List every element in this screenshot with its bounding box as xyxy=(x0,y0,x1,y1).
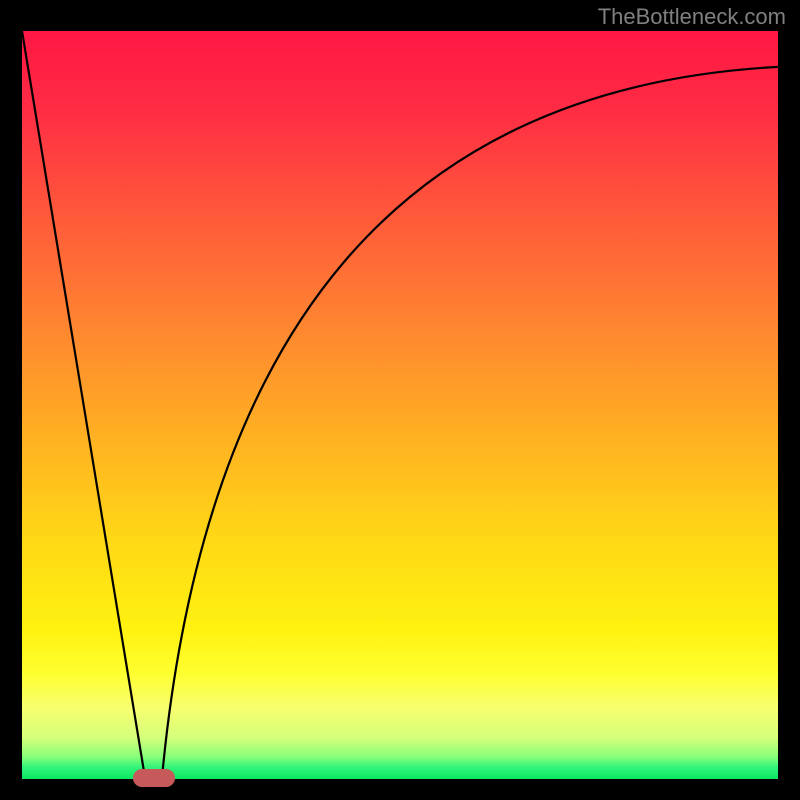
watermark-text: TheBottleneck.com xyxy=(598,4,786,30)
chart-curves xyxy=(22,31,778,779)
chart-frame: TheBottleneck.com xyxy=(0,0,800,800)
vertex-marker xyxy=(133,769,175,787)
plot-area xyxy=(22,31,778,779)
